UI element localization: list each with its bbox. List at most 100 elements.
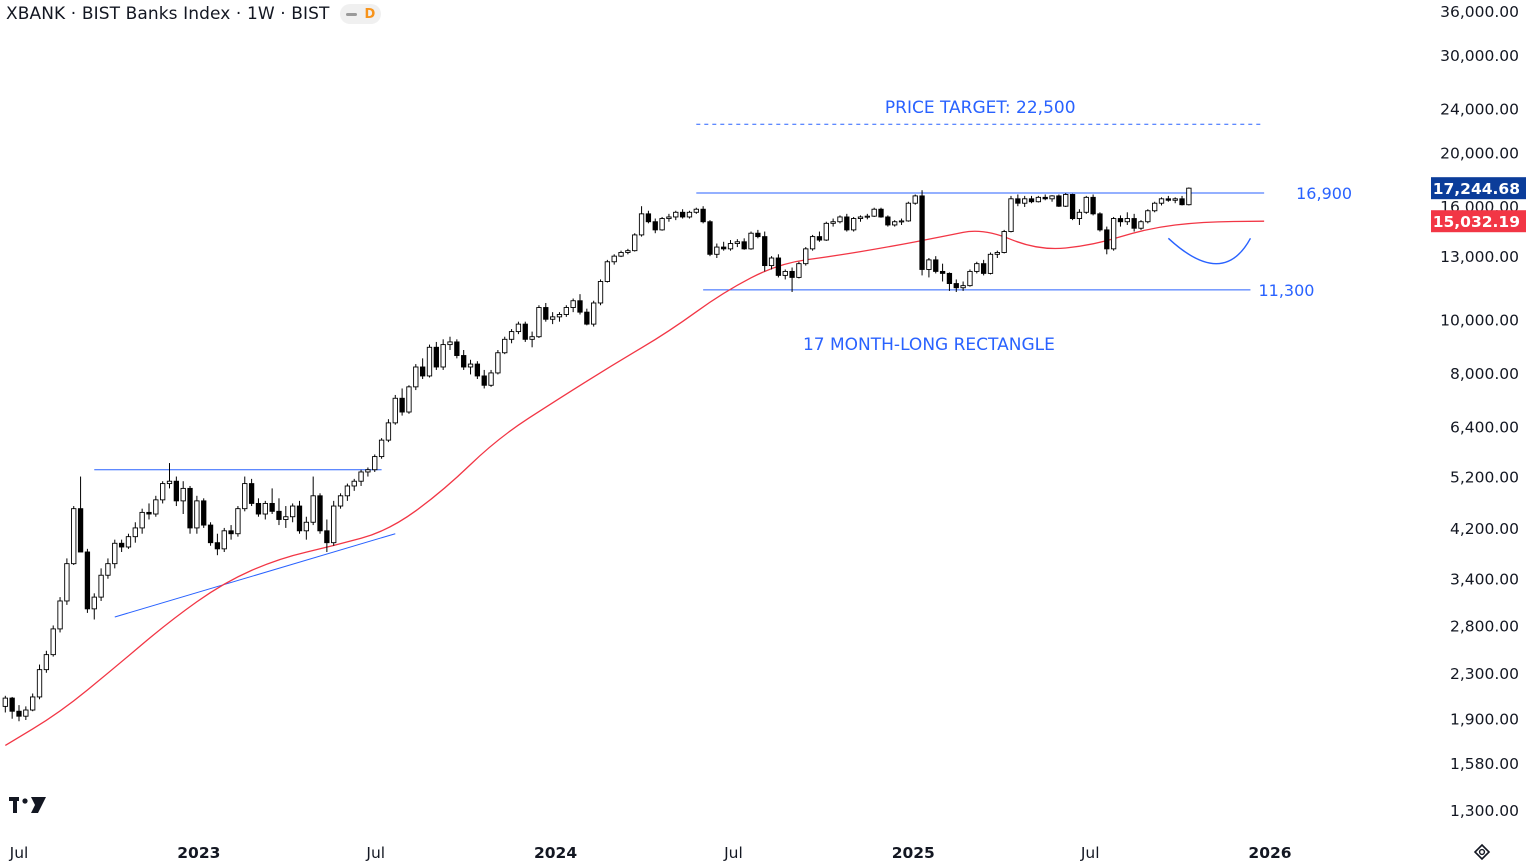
candle[interactable] bbox=[652, 218, 658, 234]
candle[interactable] bbox=[1172, 197, 1178, 204]
candle[interactable] bbox=[1042, 194, 1048, 201]
candle[interactable] bbox=[1022, 195, 1028, 207]
candle[interactable] bbox=[50, 625, 56, 657]
candle[interactable] bbox=[611, 254, 617, 265]
candle[interactable] bbox=[71, 506, 77, 565]
candle[interactable] bbox=[433, 341, 439, 370]
candle[interactable] bbox=[1104, 226, 1110, 255]
candle[interactable] bbox=[139, 508, 145, 534]
candle[interactable] bbox=[823, 221, 829, 241]
candle[interactable] bbox=[768, 256, 775, 270]
candle[interactable] bbox=[77, 476, 84, 553]
candle[interactable] bbox=[372, 454, 378, 472]
time-axis[interactable]: Jul 2023 Jul 2024 Jul 2025 Jul 2026 bbox=[9, 844, 1292, 862]
candle[interactable] bbox=[974, 261, 980, 274]
last-price-tag[interactable]: 17,244.68 bbox=[1431, 177, 1526, 200]
candle[interactable] bbox=[618, 250, 624, 258]
candle[interactable] bbox=[529, 331, 535, 348]
candle[interactable] bbox=[522, 321, 528, 342]
candle[interactable] bbox=[378, 438, 385, 459]
candle[interactable] bbox=[2, 695, 8, 713]
candle[interactable] bbox=[1035, 195, 1042, 203]
candle[interactable] bbox=[324, 519, 330, 552]
candle[interactable] bbox=[166, 463, 173, 489]
candle[interactable] bbox=[700, 206, 706, 224]
candle[interactable] bbox=[474, 361, 481, 380]
candle[interactable] bbox=[1158, 197, 1165, 206]
data-status-badge[interactable]: D bbox=[339, 4, 382, 24]
candle[interactable] bbox=[132, 522, 138, 543]
candle[interactable] bbox=[1110, 216, 1117, 251]
candle[interactable] bbox=[577, 294, 583, 315]
candle[interactable] bbox=[440, 339, 446, 370]
candle[interactable] bbox=[9, 696, 15, 719]
candle[interactable] bbox=[317, 493, 323, 534]
candle[interactable] bbox=[413, 364, 419, 391]
candle[interactable] bbox=[994, 250, 1000, 259]
candle[interactable] bbox=[837, 215, 843, 224]
candle[interactable] bbox=[235, 506, 241, 537]
candle[interactable] bbox=[796, 261, 802, 279]
candle[interactable] bbox=[351, 478, 357, 491]
candle[interactable] bbox=[36, 664, 43, 700]
candle[interactable] bbox=[721, 241, 727, 251]
candle[interactable] bbox=[262, 500, 268, 520]
candle[interactable] bbox=[686, 210, 693, 219]
candle[interactable] bbox=[454, 339, 460, 359]
candle[interactable] bbox=[125, 533, 132, 549]
candle[interactable] bbox=[419, 358, 426, 380]
candle[interactable] bbox=[816, 231, 823, 242]
candle[interactable] bbox=[693, 207, 699, 214]
candle[interactable] bbox=[488, 369, 494, 387]
candle[interactable] bbox=[112, 539, 118, 569]
candle[interactable] bbox=[160, 481, 166, 504]
candle[interactable] bbox=[16, 705, 22, 722]
candle[interactable] bbox=[864, 213, 870, 220]
candle[interactable] bbox=[180, 481, 186, 515]
candle[interactable] bbox=[365, 467, 371, 477]
candle[interactable] bbox=[358, 469, 364, 486]
candle[interactable] bbox=[1076, 209, 1083, 225]
symbol-title[interactable]: XBANK · BIST Banks Index · 1W · BIST bbox=[6, 4, 330, 24]
candle[interactable] bbox=[1179, 195, 1185, 206]
candle[interactable] bbox=[789, 267, 795, 292]
candle[interactable] bbox=[461, 350, 467, 370]
candle[interactable] bbox=[1008, 195, 1014, 233]
candle[interactable] bbox=[146, 503, 152, 520]
candle[interactable] bbox=[303, 516, 309, 540]
candle[interactable] bbox=[98, 568, 104, 601]
candle[interactable] bbox=[502, 336, 508, 355]
candle[interactable] bbox=[666, 213, 672, 222]
candle[interactable] bbox=[344, 483, 351, 501]
candle[interactable] bbox=[248, 478, 255, 507]
candle[interactable] bbox=[1090, 194, 1096, 216]
candle[interactable] bbox=[905, 201, 912, 222]
candle[interactable] bbox=[153, 495, 159, 517]
candle[interactable] bbox=[310, 476, 316, 526]
candle[interactable] bbox=[194, 495, 200, 534]
candle[interactable] bbox=[426, 344, 433, 378]
candle[interactable] bbox=[84, 548, 91, 613]
candle[interactable] bbox=[830, 218, 836, 227]
candle[interactable] bbox=[1069, 193, 1076, 221]
candle[interactable] bbox=[23, 706, 29, 720]
ma-price-tag[interactable]: 15,032.19 bbox=[1431, 210, 1526, 233]
candle[interactable] bbox=[549, 312, 556, 325]
candle[interactable] bbox=[276, 498, 282, 526]
candle[interactable] bbox=[939, 263, 946, 282]
candle[interactable] bbox=[1049, 195, 1055, 202]
candle[interactable] bbox=[91, 593, 97, 620]
candle[interactable] bbox=[632, 233, 638, 252]
candle[interactable] bbox=[1056, 194, 1062, 207]
candle[interactable] bbox=[857, 215, 864, 222]
candle[interactable] bbox=[987, 252, 994, 275]
candle[interactable] bbox=[331, 500, 337, 546]
candle[interactable] bbox=[871, 207, 877, 217]
triangle-bottom-line[interactable] bbox=[114, 533, 396, 618]
candle[interactable] bbox=[290, 503, 296, 523]
candle[interactable] bbox=[741, 238, 747, 250]
settings-icon[interactable] bbox=[1473, 843, 1491, 861]
candle[interactable] bbox=[536, 305, 542, 339]
candle[interactable] bbox=[980, 259, 987, 276]
